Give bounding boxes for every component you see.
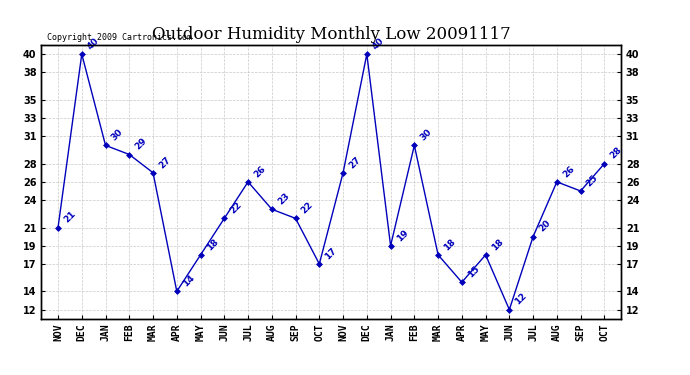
Title: Outdoor Humidity Monthly Low 20091117: Outdoor Humidity Monthly Low 20091117 <box>152 27 511 44</box>
Text: 12: 12 <box>513 292 529 307</box>
Text: 22: 22 <box>228 200 244 216</box>
Text: 18: 18 <box>205 237 220 252</box>
Text: 14: 14 <box>181 273 196 289</box>
Text: 40: 40 <box>86 36 101 51</box>
Text: 29: 29 <box>133 136 149 152</box>
Text: 15: 15 <box>466 264 481 279</box>
Text: 40: 40 <box>371 36 386 51</box>
Text: 25: 25 <box>585 173 600 188</box>
Text: 17: 17 <box>324 246 339 261</box>
Text: 30: 30 <box>419 128 433 142</box>
Text: 28: 28 <box>609 146 624 161</box>
Text: 27: 27 <box>157 154 172 170</box>
Text: 27: 27 <box>347 154 362 170</box>
Text: 26: 26 <box>253 164 268 179</box>
Text: 23: 23 <box>276 191 291 207</box>
Text: 30: 30 <box>110 128 125 142</box>
Text: 18: 18 <box>442 237 457 252</box>
Text: 20: 20 <box>538 219 553 234</box>
Text: 19: 19 <box>395 228 410 243</box>
Text: 26: 26 <box>561 164 576 179</box>
Text: 21: 21 <box>62 210 77 225</box>
Text: 18: 18 <box>490 237 505 252</box>
Text: 22: 22 <box>299 200 315 216</box>
Text: Copyright 2009 Cartronics.com: Copyright 2009 Cartronics.com <box>47 33 193 42</box>
